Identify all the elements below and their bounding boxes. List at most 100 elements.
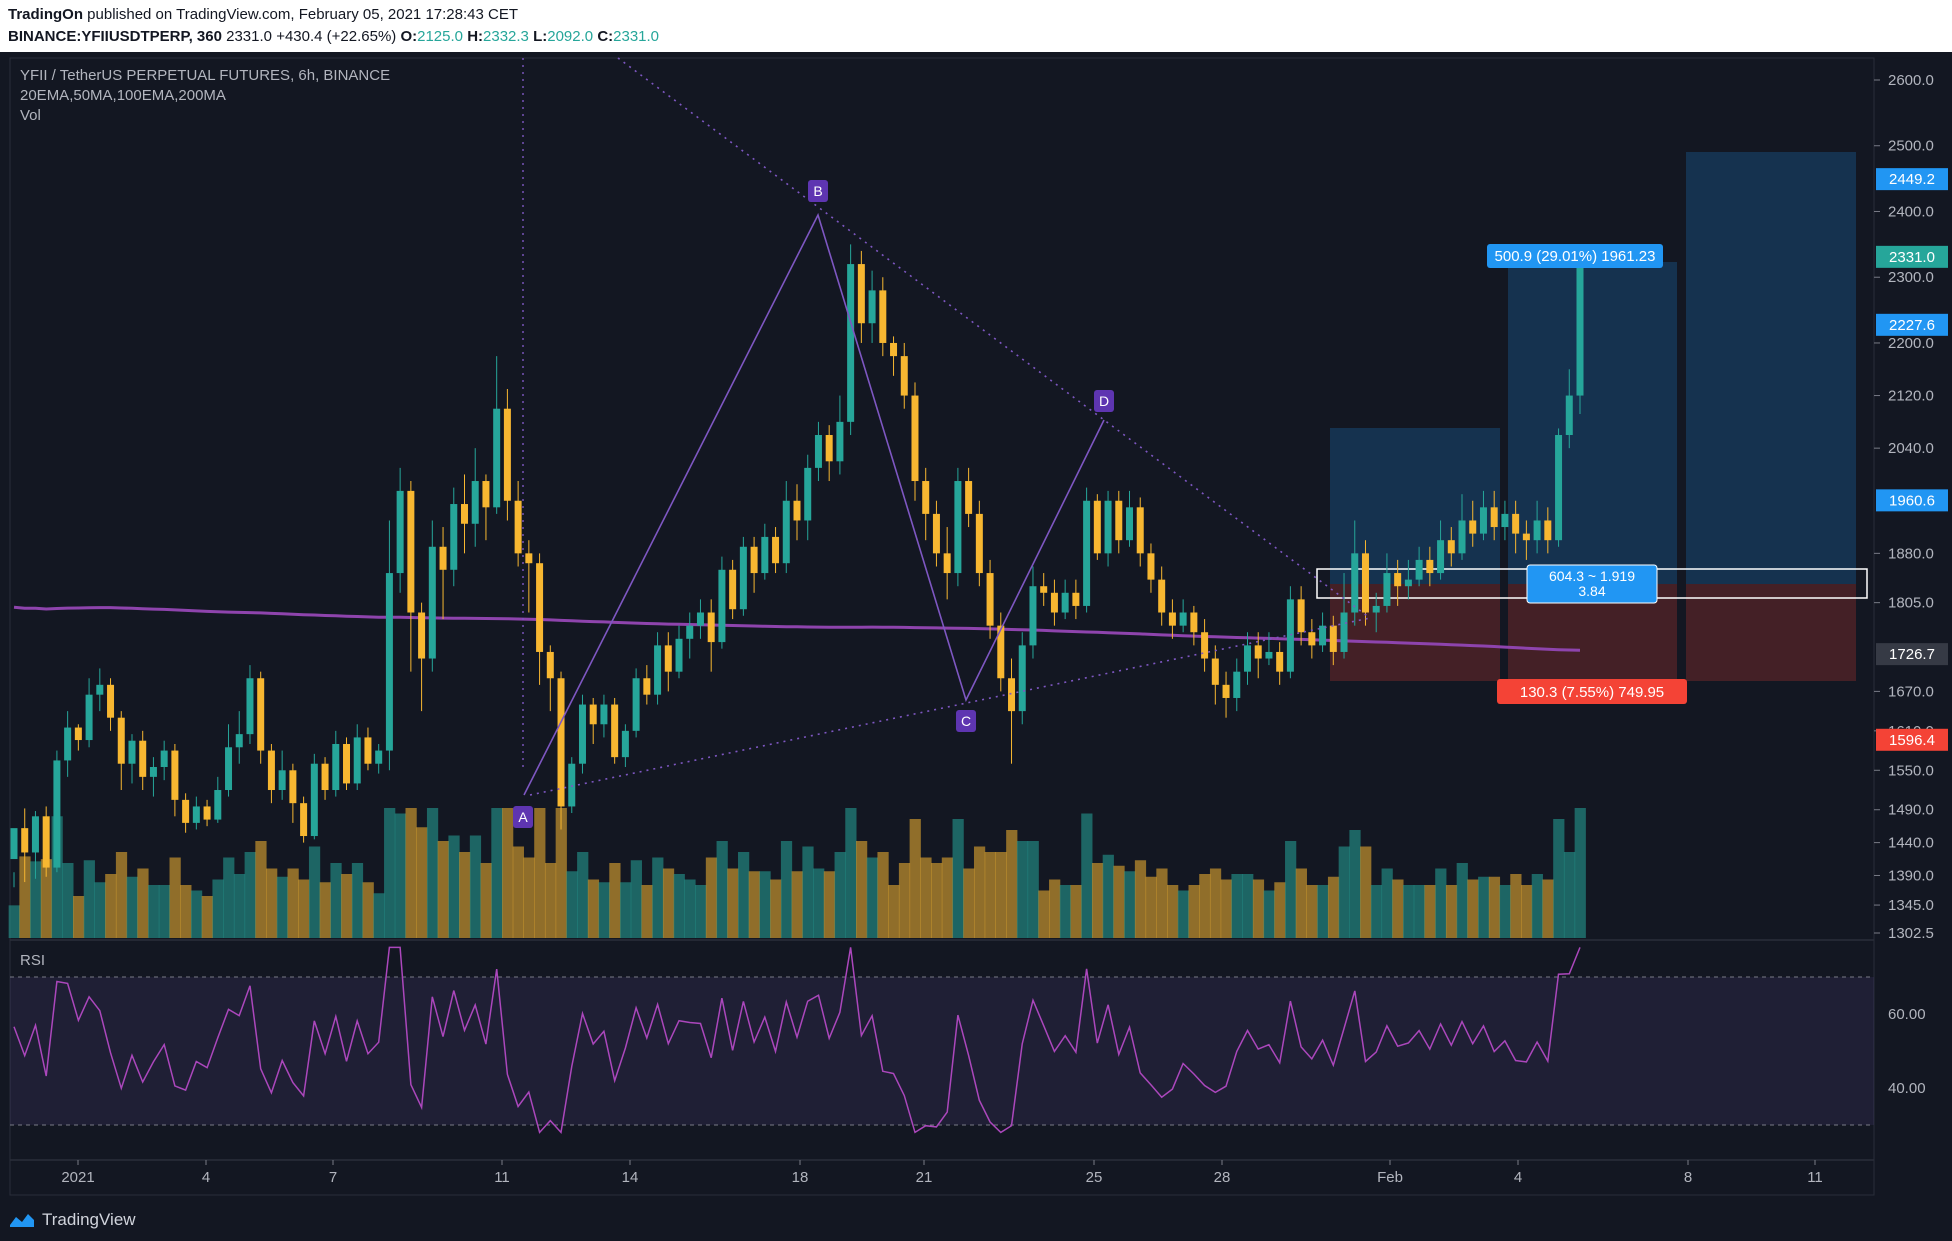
candle[interactable]: [1190, 605, 1198, 646]
candle[interactable]: [1512, 500, 1520, 554]
profit-zone-3[interactable]: [1686, 152, 1856, 584]
candle[interactable]: [42, 806, 50, 877]
candle[interactable]: [385, 520, 393, 771]
candle-layer[interactable]: [10, 244, 1584, 888]
candle[interactable]: [1104, 490, 1112, 567]
candle[interactable]: [1147, 543, 1155, 593]
candle[interactable]: [139, 730, 147, 791]
rsi-legend[interactable]: RSI: [20, 952, 45, 969]
candle[interactable]: [664, 632, 672, 692]
candle[interactable]: [171, 743, 179, 817]
candle[interactable]: [471, 448, 479, 547]
candle[interactable]: [1383, 553, 1391, 613]
candle[interactable]: [600, 694, 608, 738]
candle[interactable]: [1093, 494, 1101, 560]
candle[interactable]: [1029, 566, 1037, 659]
candle[interactable]: [450, 487, 458, 587]
candle[interactable]: [739, 536, 747, 616]
candle[interactable]: [1201, 619, 1209, 672]
price-badge[interactable]: 1726.7: [1876, 643, 1948, 666]
candle[interactable]: [611, 697, 619, 764]
candle[interactable]: [1329, 615, 1337, 666]
candle[interactable]: [975, 500, 983, 587]
candle[interactable]: [589, 697, 597, 744]
candle[interactable]: [267, 743, 275, 804]
candle[interactable]: [1040, 573, 1048, 606]
candle[interactable]: [1276, 642, 1284, 685]
price-chart[interactable]: A B C D 500.9 (29.01%) 1961.23 604.3 ~ 1…: [0, 52, 1952, 1200]
pattern-point-d[interactable]: D: [1094, 390, 1114, 412]
candle[interactable]: [503, 388, 511, 521]
candle[interactable]: [1222, 671, 1230, 718]
ma-200-line[interactable]: [13, 605, 1581, 652]
candle[interactable]: [53, 750, 61, 873]
pattern-point-b[interactable]: B: [808, 180, 828, 202]
candle[interactable]: [997, 612, 1005, 692]
candle[interactable]: [1243, 632, 1251, 685]
pattern-legs[interactable]: [523, 212, 1105, 796]
candle[interactable]: [1404, 559, 1412, 600]
candle[interactable]: [321, 757, 329, 800]
candle[interactable]: [300, 796, 308, 843]
candle[interactable]: [1437, 520, 1445, 580]
candle[interactable]: [696, 599, 704, 639]
candle[interactable]: [1297, 586, 1305, 646]
profit-zone-1[interactable]: [1330, 428, 1500, 584]
candle[interactable]: [128, 734, 136, 784]
price-badge[interactable]: 1596.4: [1876, 728, 1948, 751]
candle[interactable]: [117, 711, 125, 791]
candle[interactable]: [1501, 500, 1509, 541]
candle[interactable]: [578, 694, 586, 774]
candle[interactable]: [804, 454, 812, 541]
candle[interactable]: [1233, 658, 1241, 712]
candle[interactable]: [1415, 546, 1423, 587]
candle[interactable]: [965, 467, 973, 528]
candle[interactable]: [160, 740, 168, 781]
candle[interactable]: [1061, 579, 1069, 620]
candle[interactable]: [1372, 592, 1380, 633]
candle[interactable]: [225, 724, 233, 797]
candle[interactable]: [1469, 500, 1477, 547]
candle[interactable]: [1479, 490, 1487, 541]
candle[interactable]: [514, 481, 522, 567]
candle[interactable]: [847, 244, 855, 436]
candle[interactable]: [954, 467, 962, 587]
candle[interactable]: [1426, 546, 1434, 587]
price-badge[interactable]: 2449.2: [1876, 168, 1948, 191]
candle[interactable]: [825, 425, 833, 482]
candle[interactable]: [761, 523, 769, 580]
candle[interactable]: [782, 481, 790, 574]
candle[interactable]: [536, 553, 544, 685]
candle[interactable]: [332, 730, 340, 797]
volume-legend[interactable]: Vol: [20, 107, 41, 124]
candle[interactable]: [407, 481, 415, 672]
candle[interactable]: [257, 671, 265, 764]
candle[interactable]: [568, 757, 576, 814]
candle[interactable]: [1158, 566, 1166, 626]
candle[interactable]: [482, 474, 490, 541]
candle[interactable]: [1340, 573, 1348, 659]
candle[interactable]: [1083, 487, 1091, 613]
candle[interactable]: [1008, 658, 1016, 764]
candle[interactable]: [1555, 428, 1563, 547]
candle[interactable]: [235, 711, 243, 764]
candle[interactable]: [1447, 527, 1455, 567]
candle[interactable]: [1050, 579, 1058, 626]
candle[interactable]: [857, 250, 865, 343]
candle[interactable]: [10, 828, 18, 888]
candle[interactable]: [1115, 490, 1123, 554]
candle[interactable]: [246, 665, 254, 744]
candle[interactable]: [21, 808, 29, 883]
candle[interactable]: [375, 743, 383, 774]
candle[interactable]: [182, 793, 190, 833]
candle[interactable]: [525, 540, 533, 613]
candle[interactable]: [428, 520, 436, 672]
candle[interactable]: [546, 645, 554, 712]
candle[interactable]: [364, 727, 372, 771]
candle[interactable]: [107, 678, 115, 731]
candle[interactable]: [1018, 632, 1026, 725]
candle[interactable]: [310, 753, 318, 840]
candle[interactable]: [1490, 490, 1498, 541]
candle[interactable]: [1319, 612, 1327, 652]
candle[interactable]: [396, 467, 404, 593]
